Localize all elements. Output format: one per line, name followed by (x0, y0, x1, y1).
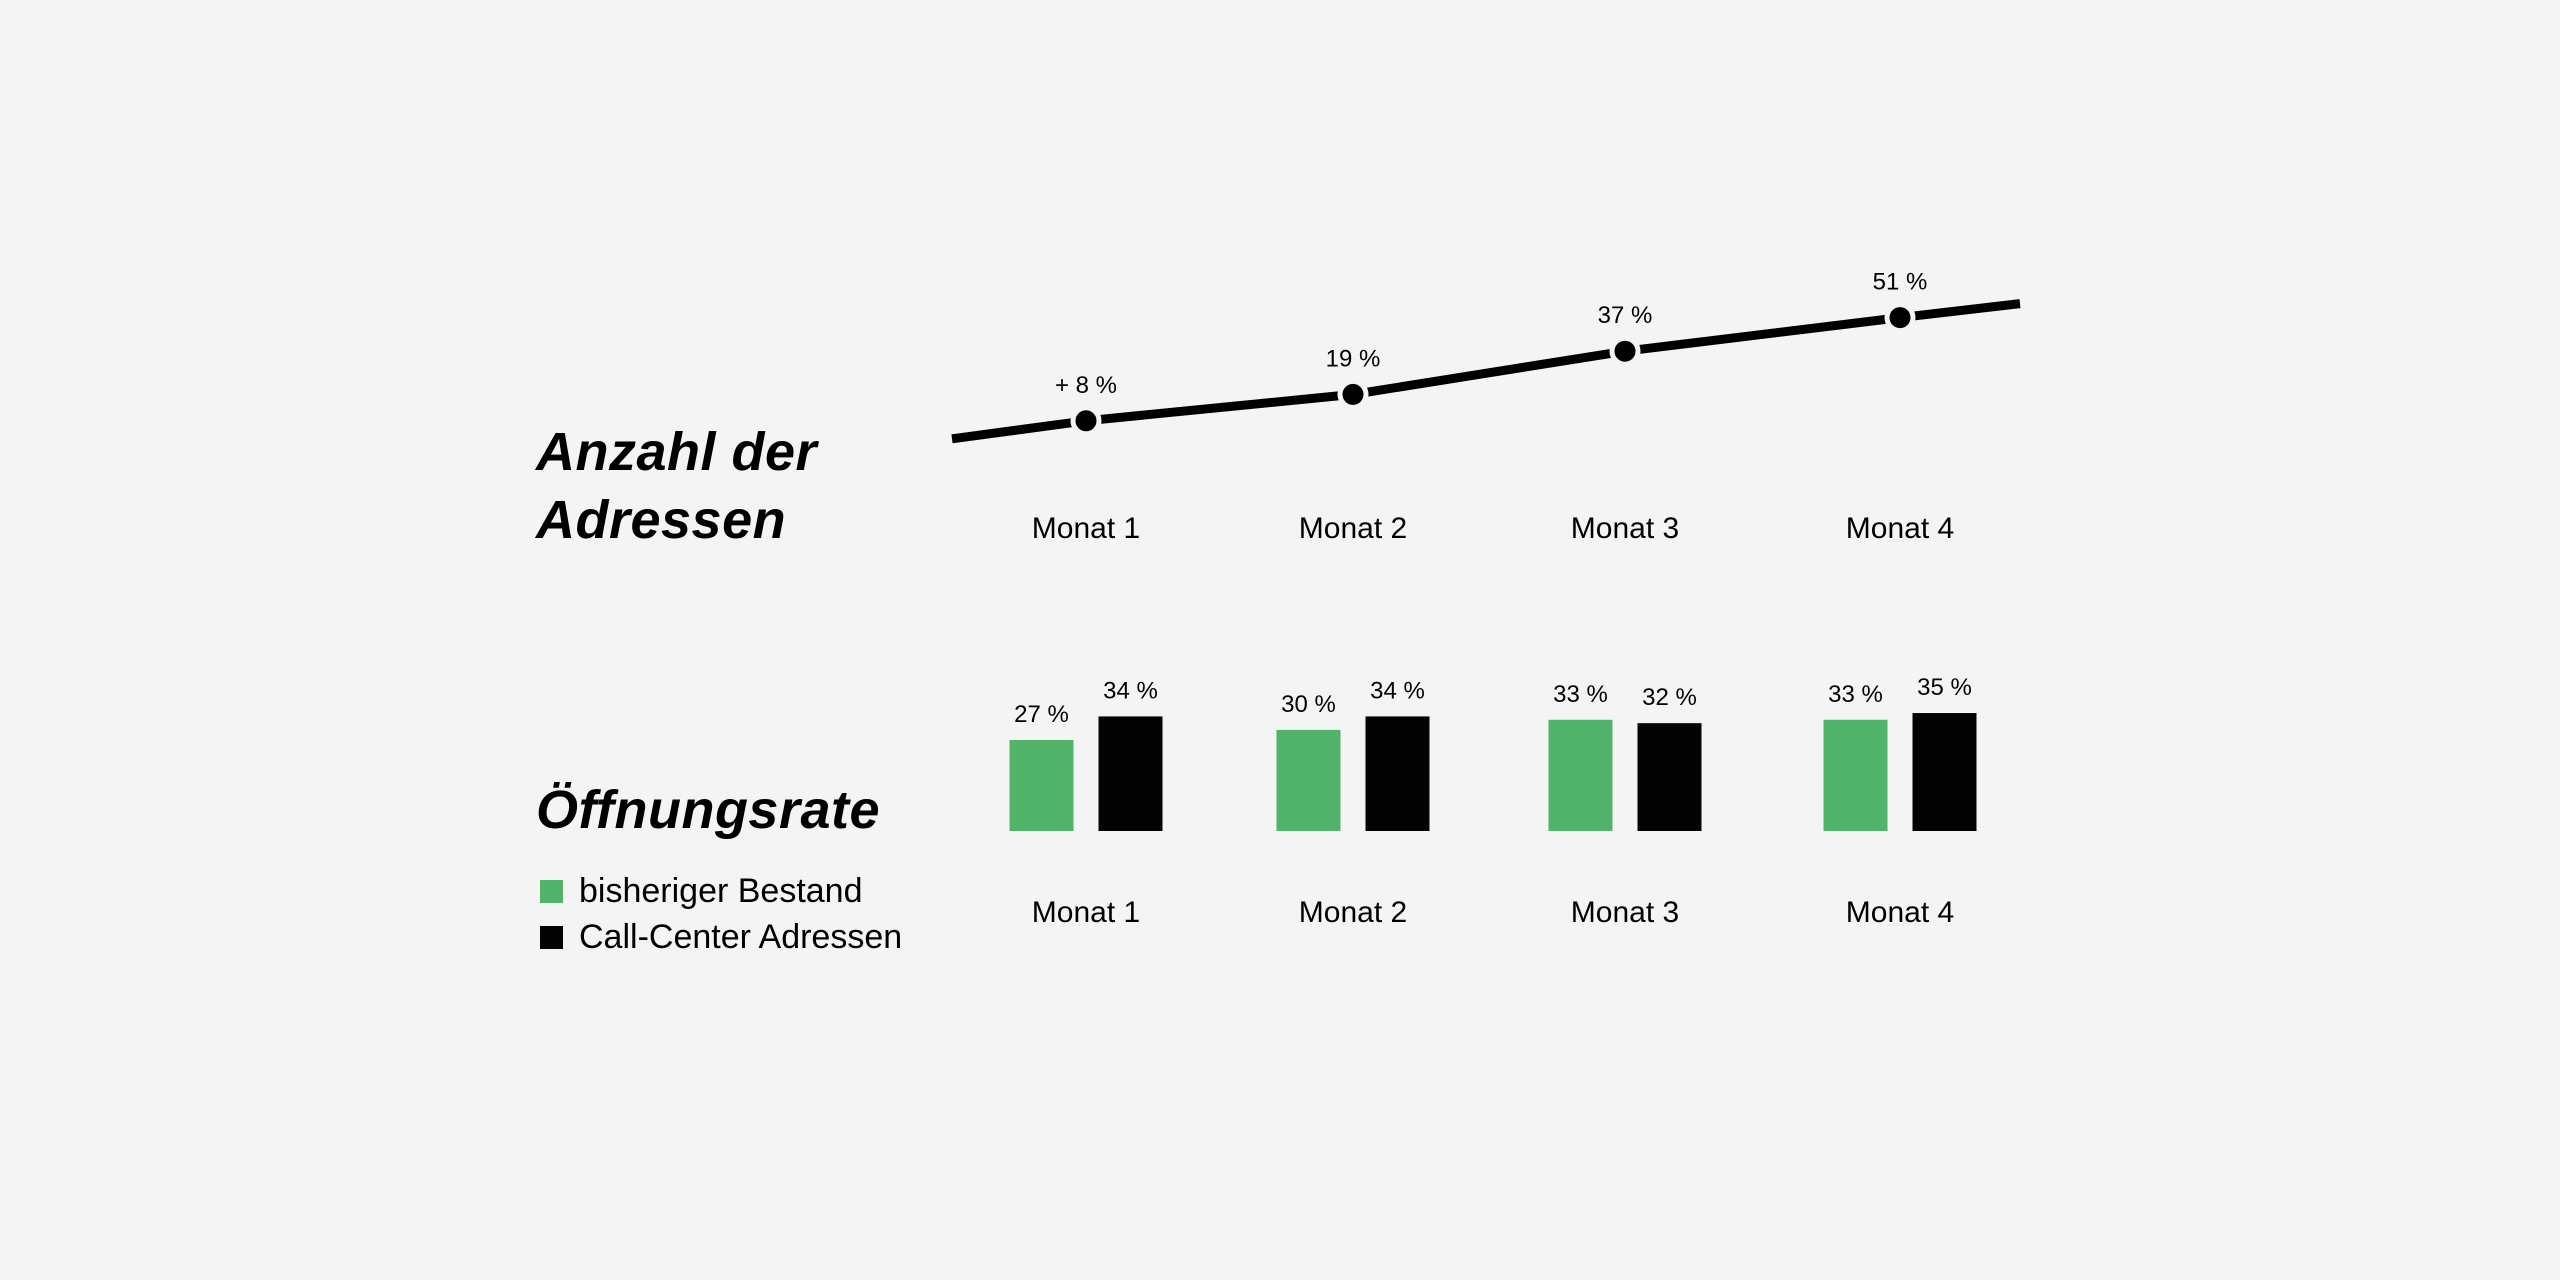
bar-bisheriger-bestand-3 (1548, 719, 1613, 831)
legend-label: bisheriger Bestand (579, 872, 863, 910)
data-point-4 (1884, 302, 1916, 334)
legend-swatch-black (540, 925, 563, 949)
line-chart: + 8 % Monat 1 19 % Monat 2 37 % Monat 3 51 % Mo… (951, 269, 2021, 545)
bar-data-label: 32 % (1642, 684, 1697, 711)
bar-call-center-2 (1365, 716, 1430, 831)
x-tick-label: Monat 3 (1571, 512, 1679, 545)
legend-swatch-green (540, 879, 563, 903)
x-tick-label: Monat 1 (1032, 512, 1140, 545)
bar-data-label: 33 % (1553, 681, 1608, 708)
bar-call-center-4 (1912, 713, 1977, 831)
bar-data-label: 35 % (1917, 674, 1972, 701)
legend-item-call-center: Call-Center Adressen (540, 914, 902, 960)
data-point-3 (1609, 335, 1641, 367)
x-tick-label: Monat 4 (1846, 896, 1954, 929)
bar-bisheriger-bestand-2 (1276, 729, 1341, 831)
bar-chart-title: Öffnungsrate (536, 780, 881, 840)
data-point-2 (1337, 378, 1369, 410)
x-tick-label: Monat 2 (1299, 896, 1407, 929)
x-tick-label: Monat 1 (1032, 896, 1140, 929)
x-tick-label: Monat 2 (1299, 512, 1407, 545)
line-chart-title: Anzahl der Adressen (536, 418, 956, 554)
bar-data-label: 34 % (1103, 677, 1158, 704)
bar-data-label: 27 % (1014, 701, 1069, 728)
x-tick-label: Monat 4 (1846, 512, 1954, 545)
bar-data-label: 30 % (1281, 691, 1336, 718)
bar-chart: 27 % 34 % Monat 1 30 % 34 % Monat 2 33 % 32 % Mo… (1009, 674, 1977, 929)
bar-bisheriger-bestand-4 (1823, 719, 1888, 831)
bar-data-label: 33 % (1828, 681, 1883, 708)
bar-bisheriger-bestand-1 (1009, 740, 1074, 831)
bar-call-center-1 (1098, 716, 1163, 831)
bar-chart-legend: bisheriger Bestand Call-Center Adressen (540, 868, 902, 960)
bar-data-label: 34 % (1370, 677, 1425, 704)
line-chart-title-line2: Adressen (536, 490, 787, 550)
data-label-2: 19 % (1326, 345, 1381, 372)
data-label-4: 51 % (1873, 269, 1928, 296)
trend-line (951, 299, 2021, 444)
data-point-1 (1070, 405, 1102, 437)
bar-call-center-3 (1637, 723, 1702, 831)
data-label-1: + 8 % (1055, 372, 1117, 399)
legend-item-bisheriger-bestand: bisheriger Bestand (540, 868, 902, 914)
line-chart-title-line1: Anzahl der (536, 422, 818, 482)
x-tick-label: Monat 3 (1571, 896, 1679, 929)
data-label-3: 37 % (1598, 302, 1653, 329)
legend-label: Call-Center Adressen (579, 918, 903, 956)
